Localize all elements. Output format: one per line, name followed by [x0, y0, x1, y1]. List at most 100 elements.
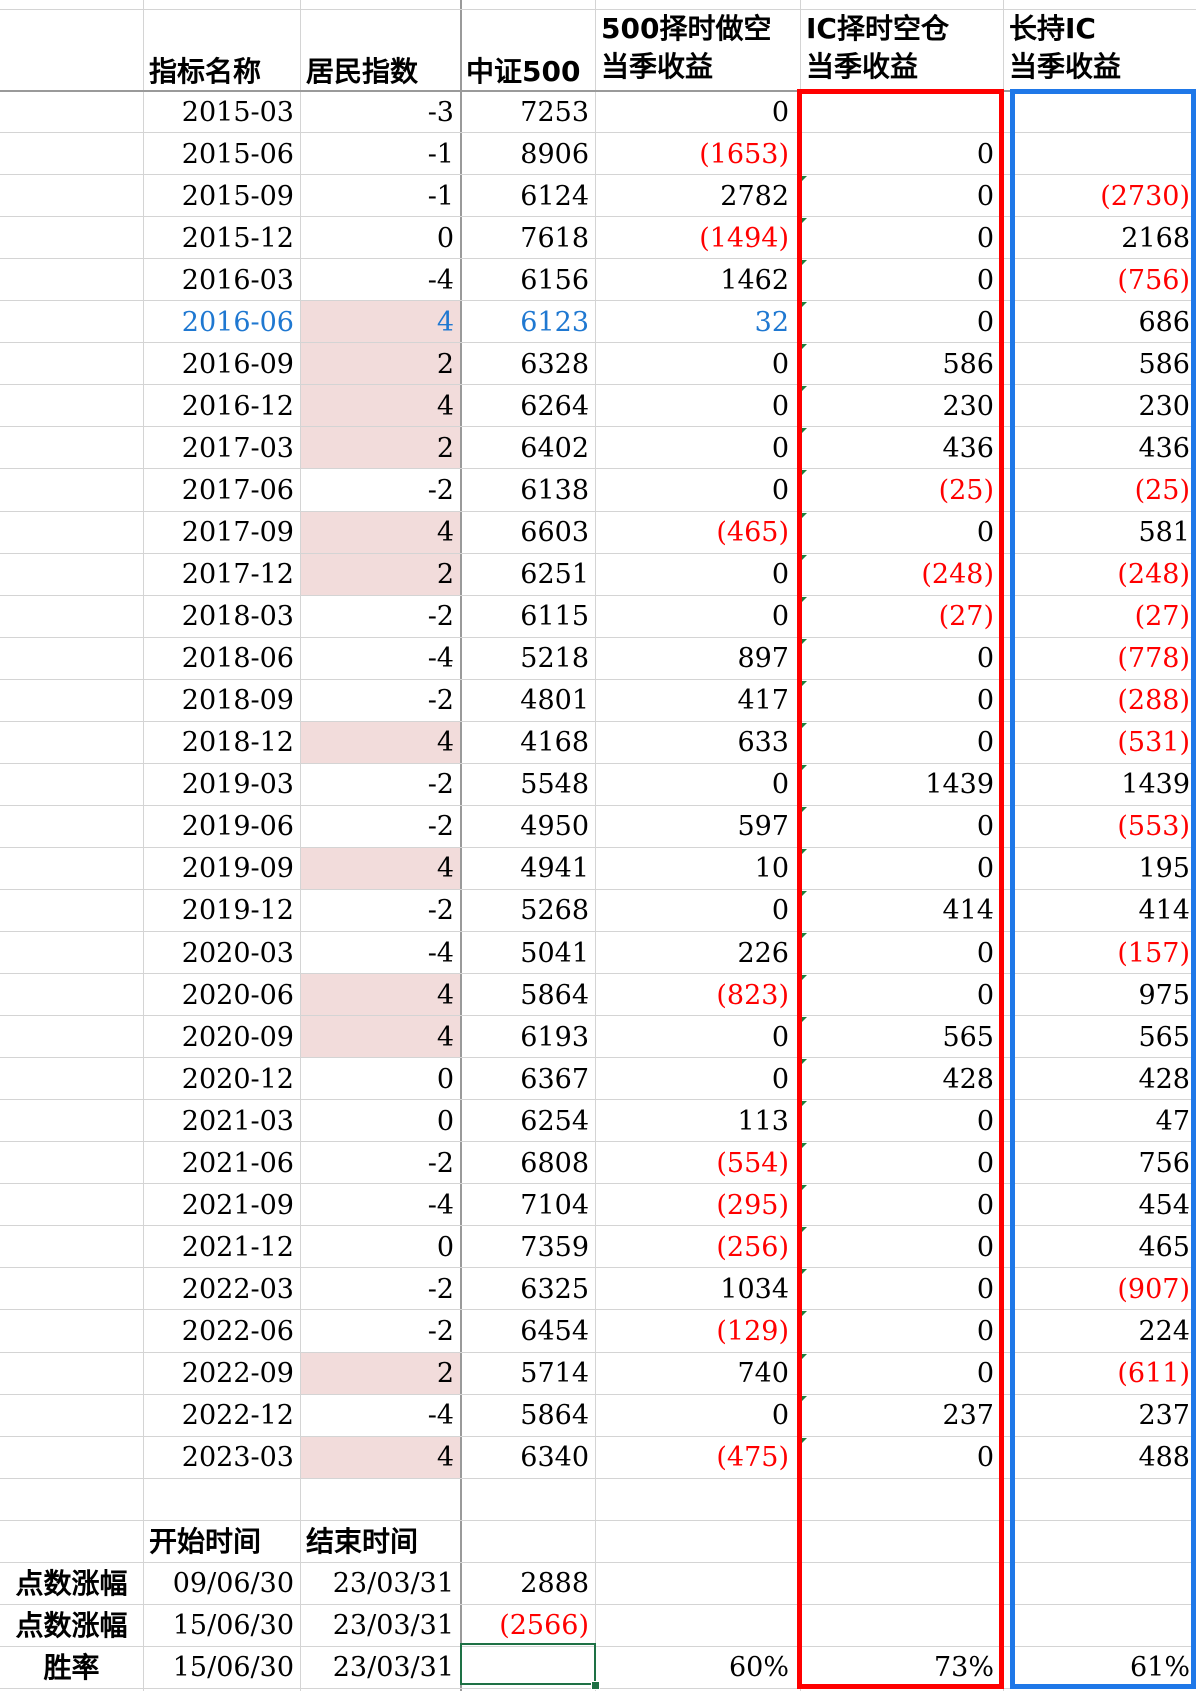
- cell-date[interactable]: 2017-12: [181, 559, 294, 591]
- cell-s500[interactable]: 10: [754, 853, 789, 885]
- cell-s500[interactable]: 32: [754, 306, 789, 338]
- cell-s500[interactable]: (1494): [699, 222, 789, 254]
- summary-cell-start[interactable]: 15/06/30: [172, 1610, 294, 1642]
- cell-hold[interactable]: 428: [1138, 1063, 1190, 1095]
- cell-date[interactable]: 2021-09: [181, 1189, 294, 1221]
- summary-cell-label[interactable]: 点数涨幅: [15, 1566, 128, 1600]
- cell-s500[interactable]: 0: [771, 559, 789, 591]
- cell-hold[interactable]: (756): [1117, 264, 1190, 296]
- cell-ic[interactable]: 0: [976, 138, 994, 170]
- header-indicator-name[interactable]: 指标名称: [149, 55, 262, 88]
- cell-s500[interactable]: 0: [771, 432, 789, 464]
- cell-csi[interactable]: 4941: [520, 853, 589, 885]
- cell-res[interactable]: -2: [427, 1147, 454, 1179]
- cell-s500[interactable]: (554): [716, 1147, 789, 1179]
- summary-cell-hold[interactable]: 61%: [1129, 1652, 1190, 1684]
- cell-s500[interactable]: 0: [771, 96, 789, 128]
- cell-hold[interactable]: 436: [1138, 432, 1190, 464]
- cell-csi[interactable]: 6254: [520, 1105, 589, 1137]
- cell-ic[interactable]: 0: [976, 643, 994, 675]
- summary-cell-end[interactable]: 23/03/31: [332, 1568, 454, 1600]
- cell-date[interactable]: 2021-12: [181, 1231, 294, 1263]
- cell-csi[interactable]: 6454: [520, 1315, 589, 1347]
- cell-csi[interactable]: 4168: [520, 727, 589, 759]
- cell-date[interactable]: 2020-06: [181, 979, 294, 1011]
- cell-res[interactable]: -2: [427, 474, 454, 506]
- cell-s500[interactable]: 0: [771, 348, 789, 380]
- cell-ic[interactable]: 0: [976, 937, 994, 969]
- cell-hold[interactable]: 975: [1138, 979, 1190, 1011]
- cell-ic[interactable]: 0: [976, 1273, 994, 1305]
- cell-hold[interactable]: (288): [1117, 685, 1190, 717]
- cell-csi[interactable]: 6367: [520, 1063, 589, 1095]
- cell-s500[interactable]: (256): [716, 1231, 789, 1263]
- cell-hold[interactable]: 224: [1138, 1315, 1190, 1347]
- cell-res[interactable]: -2: [427, 1273, 454, 1305]
- cell-ic[interactable]: 0: [976, 222, 994, 254]
- summary-cell-s500[interactable]: [595, 1605, 795, 1647]
- cell-csi[interactable]: 6251: [520, 559, 589, 591]
- summary-cell-label[interactable]: 点数涨幅: [15, 1608, 128, 1642]
- header-short500[interactable]: 500择时做空 当季收益: [595, 0, 795, 90]
- cell-res[interactable]: -1: [427, 180, 454, 212]
- cell-date[interactable]: 2017-09: [181, 517, 294, 549]
- cell-hold[interactable]: 465: [1138, 1231, 1190, 1263]
- cell-res[interactable]: -2: [427, 811, 454, 843]
- cell-ic[interactable]: 0: [976, 1189, 994, 1221]
- cell-csi[interactable]: 5548: [520, 769, 589, 801]
- cell-res[interactable]: 2: [300, 553, 460, 596]
- cell-csi[interactable]: 4950: [520, 811, 589, 843]
- header-ic-timing[interactable]: IC择时空仓 当季收益: [800, 0, 1000, 90]
- cell-csi[interactable]: 4801: [520, 685, 589, 717]
- cell-hold[interactable]: 581: [1138, 517, 1190, 549]
- summary-cell-end[interactable]: 23/03/31: [332, 1652, 454, 1684]
- cell-ic[interactable]: 0: [976, 1147, 994, 1179]
- cell-hold[interactable]: (248): [1117, 559, 1190, 591]
- cell-res[interactable]: 4: [300, 385, 460, 428]
- cell-ic[interactable]: 436: [942, 432, 994, 464]
- cell-ic[interactable]: 0: [976, 306, 994, 338]
- cell-csi[interactable]: 6123: [520, 306, 589, 338]
- cell-s500[interactable]: 226: [737, 937, 789, 969]
- cell-ic[interactable]: (25): [938, 474, 994, 506]
- cell-hold[interactable]: (907): [1117, 1273, 1190, 1305]
- cell-s500[interactable]: 0: [771, 1400, 789, 1432]
- cell-s500[interactable]: (129): [716, 1315, 789, 1347]
- cell-ic[interactable]: (27): [938, 601, 994, 633]
- cell-res[interactable]: -2: [427, 685, 454, 717]
- summary-cell-ic[interactable]: 73%: [933, 1652, 994, 1684]
- cell-res[interactable]: -4: [427, 264, 454, 296]
- cell-s500[interactable]: (1653): [699, 138, 789, 170]
- cell-date[interactable]: 2022-06: [181, 1315, 294, 1347]
- cell-date[interactable]: 2018-03: [181, 601, 294, 633]
- cell-s500[interactable]: (475): [716, 1442, 789, 1474]
- cell-res[interactable]: 2: [300, 343, 460, 386]
- cell-csi[interactable]: 6115: [520, 601, 589, 633]
- cell-ic[interactable]: 237: [942, 1400, 994, 1432]
- cell-csi[interactable]: 6328: [520, 348, 589, 380]
- cell-date[interactable]: 2019-09: [181, 853, 294, 885]
- cell-res[interactable]: -2: [427, 601, 454, 633]
- summary-cell-label[interactable]: 胜率: [43, 1650, 100, 1684]
- cell-res[interactable]: 4: [300, 847, 460, 890]
- cell-date[interactable]: 2016-06: [181, 306, 294, 338]
- summary-end-label[interactable]: 结束时间: [306, 1524, 419, 1558]
- cell-ic[interactable]: 0: [976, 1358, 994, 1390]
- fill-handle[interactable]: [591, 1681, 600, 1690]
- summary-cell-start[interactable]: 09/06/30: [172, 1568, 294, 1600]
- cell-ic[interactable]: 0: [976, 811, 994, 843]
- cell-date[interactable]: 2018-06: [181, 643, 294, 675]
- cell-hold[interactable]: 414: [1138, 895, 1190, 927]
- cell-csi[interactable]: 6264: [520, 390, 589, 422]
- cell-res[interactable]: 0: [436, 1063, 454, 1095]
- cell-s500[interactable]: (465): [716, 517, 789, 549]
- cell-s500[interactable]: 1034: [720, 1273, 789, 1305]
- cell-ic[interactable]: 428: [942, 1063, 994, 1095]
- cell-ic[interactable]: 0: [976, 685, 994, 717]
- cell-hold[interactable]: (157): [1117, 937, 1190, 969]
- cell-s500[interactable]: 417: [737, 685, 789, 717]
- cell-res[interactable]: 2: [300, 1352, 460, 1395]
- cell-hold[interactable]: (778): [1117, 643, 1190, 675]
- summary-cell-end[interactable]: 23/03/31: [332, 1610, 454, 1642]
